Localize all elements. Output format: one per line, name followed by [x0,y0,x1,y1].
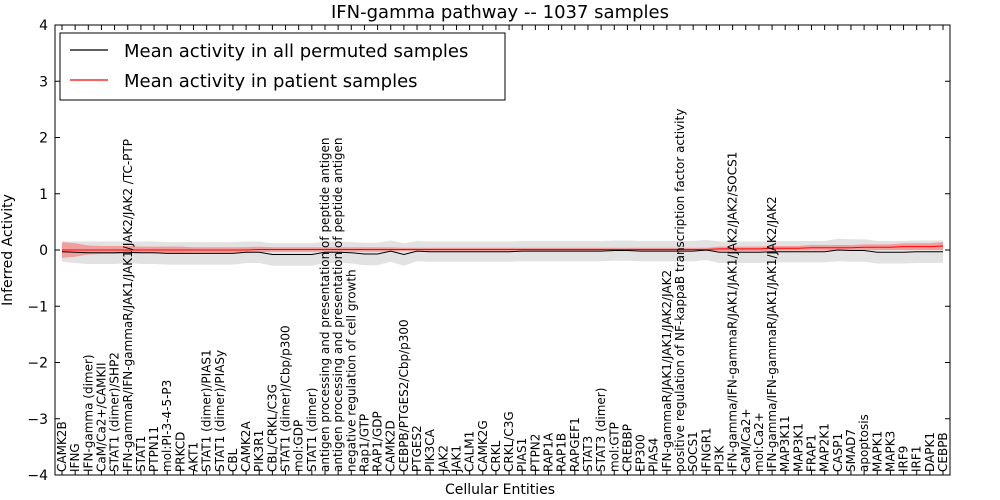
series-line-1 [62,245,944,251]
x-tick-label: RAP1A [542,432,556,472]
x-tick-label: CREBBP [620,424,634,472]
x-tick-label: CaM/Ca2+/CAMKII [94,363,108,472]
x-tick-label: PRKCD [173,432,187,472]
legend-label-permuted: Mean activity in all permuted samples [124,41,468,62]
x-tick-label: STAT1 [134,436,148,472]
x-tick-label: Rap1/GTP [357,414,371,472]
y-tick-label: 2 [39,131,48,147]
x-tick-label: STAT3 [581,436,595,472]
y-tick-label: 0 [39,243,48,259]
x-tick-label: PIAS1 [515,438,529,472]
x-tick-label: IFN-gammaR/JAK1/JAK1/JAK2/JAK2 [660,270,674,472]
x-tick-label: CAMK2D [384,420,398,472]
x-tick-label: AKT1 [186,442,200,472]
x-tick-label: CASP1 [831,433,845,472]
x-tick-label: positive regulation of NF-kappaB transcr… [673,109,687,472]
x-tick-label: MAPK3 [883,431,897,472]
bands-layer [62,238,943,266]
y-tick-label: −1 [27,299,48,315]
x-tick-label: SOCS1 [686,431,700,472]
y-tick-label: −3 [27,412,48,428]
y-tick-label: 3 [39,74,48,90]
x-tick-label: negative regulation of cell growth [344,269,358,472]
series-line-0 [61,249,943,256]
x-tick-label: STAT1 (dimer)/PIASy [213,350,227,472]
x-tick-label: RAP1B [555,433,569,472]
x-tick-label: CAMK2A [239,421,253,472]
x-tick-label: IFNGR1 [699,427,713,472]
x-tick-label: CEBPB/PTGES2/Cbp/p300 [397,319,411,472]
chart-title: IFN-gamma pathway -- 1037 samples [331,2,669,23]
x-tick-label: MAP2K1 [818,423,832,472]
x-tick-label: RAP1/GDP [371,411,385,472]
x-tick-label: PIK3R1 [252,430,266,472]
x-tick-label: DAPK1 [923,432,937,472]
x-tick-label: CEBPB [936,432,950,472]
x-tick-label: IFNG [68,443,82,472]
x-tick-label: STAT1 (dimer) [305,388,319,472]
y-axis: 4 3 2 1 0 −1 −2 −3 −4 [27,18,950,484]
x-axis-label: Cellular Entities [445,482,555,498]
x-tick-label: IFN-gamma/IFN-gammaR/JAK1/JAK1/JAK2/JAK2 [765,196,779,472]
x-tick-label: mol:GTP [607,422,621,472]
x-tick-label: MAP3K1 [791,423,805,472]
x-tick-label: CALM1 [463,431,477,472]
x-tick-label: FRAP1 [805,434,819,472]
x-tick-label: STAT1 (dimer)/Cbp/p300 [279,325,293,472]
x-tick-label: STAT3 (dimer) [594,388,608,472]
x-tick-label: mol:GDP [292,420,306,472]
x-tick-label: MAPK1 [870,431,884,472]
x-tick-label: PIK3CA [423,428,437,472]
y-tick-label: −2 [27,356,48,372]
y-axis-label: Inferred Activity [0,194,16,306]
x-tick-label: IFN-gamma (dimer) [81,354,95,472]
lines-layer [61,245,944,256]
x-tick-label: mol:PI-3-4-5-P3 [160,380,174,472]
x-tick-label: IRF9 [897,446,911,472]
x-tick-label: PTPN2 [528,434,542,472]
x-tick-label: STAT1 (dimer)/SHP2 [108,352,122,472]
series-band-1 [62,242,943,258]
x-tick-label: PTPN11 [147,426,161,472]
x-tick-label: PTGES2 [410,425,424,472]
x-tick-label: SMAD7 [844,429,858,472]
x-tick-label: STAT1 (dimer)/PIAS1 [200,349,214,472]
legend-label-patient: Mean activity in patient samples [124,71,418,92]
x-tick-label: CBL [226,448,240,472]
y-tick-label: 1 [39,187,48,203]
x-tick-label: mol:Ca2+ [752,412,766,472]
x-tick-label: CBL/CRKL/C3G [265,384,279,472]
x-tick-label: JAK2 [436,445,450,473]
x-tick-label: antigen processing and presentation of p… [331,137,345,472]
x-tick-label: PI3K [712,445,726,472]
y-tick-label: −4 [27,468,48,484]
x-tick-label: IRF1 [910,446,924,472]
x-tick-label: CRKL [489,440,503,472]
x-tick-label: MAP3K11 [778,415,792,472]
x-tick-label: apoptosis [857,414,871,472]
y-tick-label: 4 [39,18,48,34]
x-tick-label: CAMK2B [55,421,69,472]
x-tick-label: PIAS4 [647,438,661,472]
x-tick-label: EP300 [634,434,648,472]
x-tick-label: CRKL/C3G [502,411,516,472]
x-tick-label: RAPGEF1 [568,417,582,472]
x-tick-label: CAMK2G [476,420,490,472]
x-tick-label: antigen processing and presentation of p… [318,137,332,472]
legend-box [59,32,506,101]
legend: Mean activity in all permuted samples Me… [59,32,506,101]
x-axis: CAMK2B IFNG IFN-gamma (dimer) CaM/Ca2+/CAMK… [55,25,950,475]
x-tick-label: IFN-gammaR/IFN-gammaR/JAK1/JAK1/JAK2/JAK… [121,139,135,472]
x-tick-label: JAK1 [449,445,463,473]
x-tick-label: IFN-gamma/IFN-gammaR/JAK1/JAK1/JAK2/JAK2… [726,152,740,472]
x-tick-label: CaM/Ca2+ [739,408,753,472]
series-band-0 [62,238,943,266]
